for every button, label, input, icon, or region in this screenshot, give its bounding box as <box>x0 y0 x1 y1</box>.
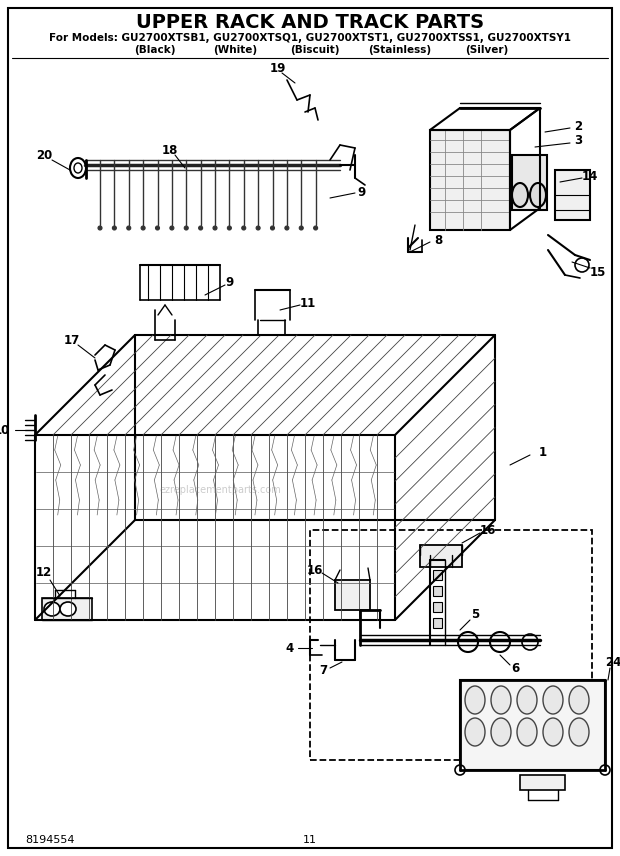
Text: 8: 8 <box>434 234 442 247</box>
Text: 17: 17 <box>64 334 80 347</box>
Bar <box>420 545 462 567</box>
Ellipse shape <box>455 765 465 775</box>
Ellipse shape <box>256 226 260 230</box>
Text: (Biscuit): (Biscuit) <box>290 45 340 55</box>
Ellipse shape <box>141 226 145 230</box>
Text: 4: 4 <box>286 641 294 655</box>
Bar <box>310 530 592 760</box>
Ellipse shape <box>512 183 528 207</box>
Bar <box>512 155 547 210</box>
Ellipse shape <box>517 718 537 746</box>
Text: 6: 6 <box>511 662 519 675</box>
Text: (Stainless): (Stainless) <box>368 45 432 55</box>
Bar <box>460 680 605 770</box>
Text: 9: 9 <box>358 186 366 199</box>
Ellipse shape <box>522 634 538 650</box>
Ellipse shape <box>126 226 131 230</box>
Ellipse shape <box>458 632 478 652</box>
Ellipse shape <box>314 226 317 230</box>
Ellipse shape <box>285 226 289 230</box>
Text: 10: 10 <box>0 424 10 437</box>
Text: 12: 12 <box>36 567 52 580</box>
Ellipse shape <box>600 765 610 775</box>
Bar <box>520 775 565 790</box>
Ellipse shape <box>569 686 589 714</box>
Ellipse shape <box>74 163 82 173</box>
Ellipse shape <box>270 226 275 230</box>
Ellipse shape <box>170 226 174 230</box>
Ellipse shape <box>213 226 217 230</box>
Text: 19: 19 <box>270 62 286 74</box>
Text: 16: 16 <box>307 563 323 576</box>
Text: For Models: GU2700XTSB1, GU2700XTSQ1, GU2700XTST1, GU2700XTSS1, GU2700XTSY1: For Models: GU2700XTSB1, GU2700XTSQ1, GU… <box>49 33 571 43</box>
Ellipse shape <box>184 226 188 230</box>
Text: 15: 15 <box>590 265 606 278</box>
Ellipse shape <box>491 686 511 714</box>
Text: 18: 18 <box>162 144 178 157</box>
Bar <box>433 618 442 628</box>
Ellipse shape <box>530 183 546 207</box>
Text: (Silver): (Silver) <box>466 45 508 55</box>
Ellipse shape <box>543 686 563 714</box>
Bar <box>433 586 442 596</box>
Ellipse shape <box>575 258 589 272</box>
Text: 3: 3 <box>574 134 582 146</box>
Text: 5: 5 <box>471 609 479 621</box>
Ellipse shape <box>98 226 102 230</box>
Ellipse shape <box>491 718 511 746</box>
Ellipse shape <box>465 718 485 746</box>
Bar <box>433 602 442 612</box>
Ellipse shape <box>60 602 76 616</box>
Text: 11: 11 <box>300 296 316 310</box>
Ellipse shape <box>490 632 510 652</box>
Bar <box>430 130 510 230</box>
Text: 11: 11 <box>303 835 317 845</box>
Text: UPPER RACK AND TRACK PARTS: UPPER RACK AND TRACK PARTS <box>136 13 484 32</box>
Text: 24: 24 <box>605 656 620 669</box>
Ellipse shape <box>198 226 203 230</box>
Bar <box>42 598 92 620</box>
Text: 1: 1 <box>539 445 547 459</box>
Text: 14: 14 <box>582 169 598 182</box>
Text: (White): (White) <box>213 45 257 55</box>
Bar <box>555 170 590 220</box>
Bar <box>335 580 370 610</box>
Ellipse shape <box>465 686 485 714</box>
Text: (Black): (Black) <box>135 45 175 55</box>
Ellipse shape <box>543 718 563 746</box>
Ellipse shape <box>112 226 117 230</box>
Text: ezreplacementparts.com: ezreplacementparts.com <box>159 485 281 495</box>
Ellipse shape <box>70 158 86 178</box>
Text: 8194554: 8194554 <box>25 835 74 845</box>
Ellipse shape <box>517 686 537 714</box>
Ellipse shape <box>228 226 231 230</box>
Ellipse shape <box>156 226 159 230</box>
Text: 16: 16 <box>480 524 496 537</box>
Ellipse shape <box>44 602 60 616</box>
Text: 2: 2 <box>574 120 582 133</box>
Text: 20: 20 <box>36 148 52 162</box>
Ellipse shape <box>569 718 589 746</box>
Ellipse shape <box>242 226 246 230</box>
Ellipse shape <box>299 226 303 230</box>
Text: 7: 7 <box>319 664 327 677</box>
Text: 9: 9 <box>226 276 234 288</box>
Bar <box>433 570 442 580</box>
